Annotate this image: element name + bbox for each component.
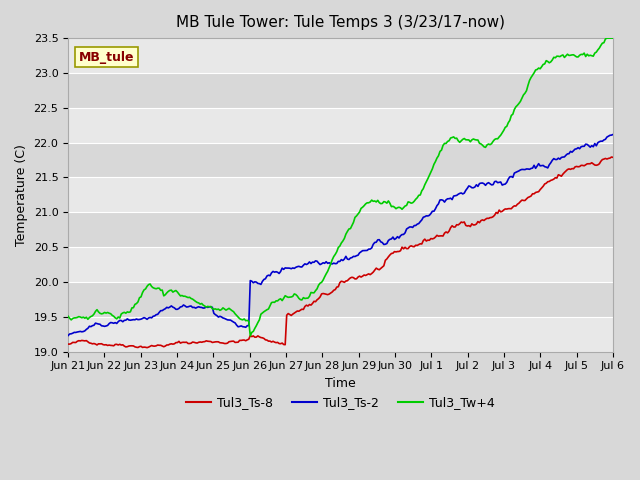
Tul3_Ts-2	[131, 317, 139, 323]
Legend: Tul3_Ts-8, Tul3_Ts-2, Tul3_Tw+4: Tul3_Ts-8, Tul3_Ts-2, Tul3_Tw+4	[181, 391, 500, 414]
Tul3_Ts-2	[254, 280, 262, 286]
Bar	[68, 143, 613, 178]
Bar	[68, 108, 613, 143]
Text: MB_tule: MB_tule	[79, 51, 134, 64]
Title: MB Tule Tower: Tule Temps 3 (3/23/17-now): MB Tule Tower: Tule Temps 3 (3/23/17-now…	[176, 15, 505, 30]
Tul3_Ts-8	[304, 303, 312, 309]
Bar	[68, 38, 613, 73]
Tul3_Tw+4	[227, 307, 234, 312]
Tul3_Ts-2	[245, 323, 253, 328]
Bar	[68, 247, 613, 282]
Tul3_Ts-8	[580, 163, 588, 168]
Tul3_Tw+4	[131, 301, 139, 307]
Tul3_Ts-8	[607, 154, 615, 160]
Tul3_Ts-2	[227, 317, 234, 323]
X-axis label: Time: Time	[325, 377, 356, 390]
Bar	[68, 178, 613, 212]
Line: Tul3_Tw+4: Tul3_Tw+4	[68, 38, 613, 336]
Tul3_Ts-8	[143, 345, 151, 350]
Tul3_Tw+4	[304, 295, 312, 301]
Tul3_Ts-2	[579, 144, 586, 149]
Tul3_Tw+4	[255, 317, 263, 323]
Tul3_Ts-8	[246, 333, 254, 338]
Tul3_Ts-8	[609, 155, 617, 160]
Tul3_Tw+4	[245, 318, 253, 324]
Tul3_Tw+4	[580, 50, 588, 56]
Tul3_Tw+4	[603, 35, 611, 41]
Tul3_Ts-2	[303, 262, 310, 267]
Line: Tul3_Ts-2: Tul3_Ts-2	[68, 134, 613, 336]
Line: Tul3_Ts-8: Tul3_Ts-8	[68, 157, 613, 348]
Tul3_Ts-8	[131, 344, 139, 350]
Bar	[68, 73, 613, 108]
Tul3_Ts-8	[64, 341, 72, 347]
Tul3_Tw+4	[64, 313, 72, 319]
Tul3_Ts-8	[228, 338, 236, 344]
Tul3_Tw+4	[246, 333, 254, 339]
Bar	[68, 282, 613, 317]
Y-axis label: Temperature (C): Temperature (C)	[15, 144, 28, 246]
Tul3_Ts-2	[64, 333, 72, 338]
Bar	[68, 317, 613, 351]
Tul3_Ts-8	[255, 334, 263, 340]
Tul3_Tw+4	[609, 35, 617, 41]
Tul3_Ts-2	[609, 132, 617, 137]
Bar	[68, 212, 613, 247]
